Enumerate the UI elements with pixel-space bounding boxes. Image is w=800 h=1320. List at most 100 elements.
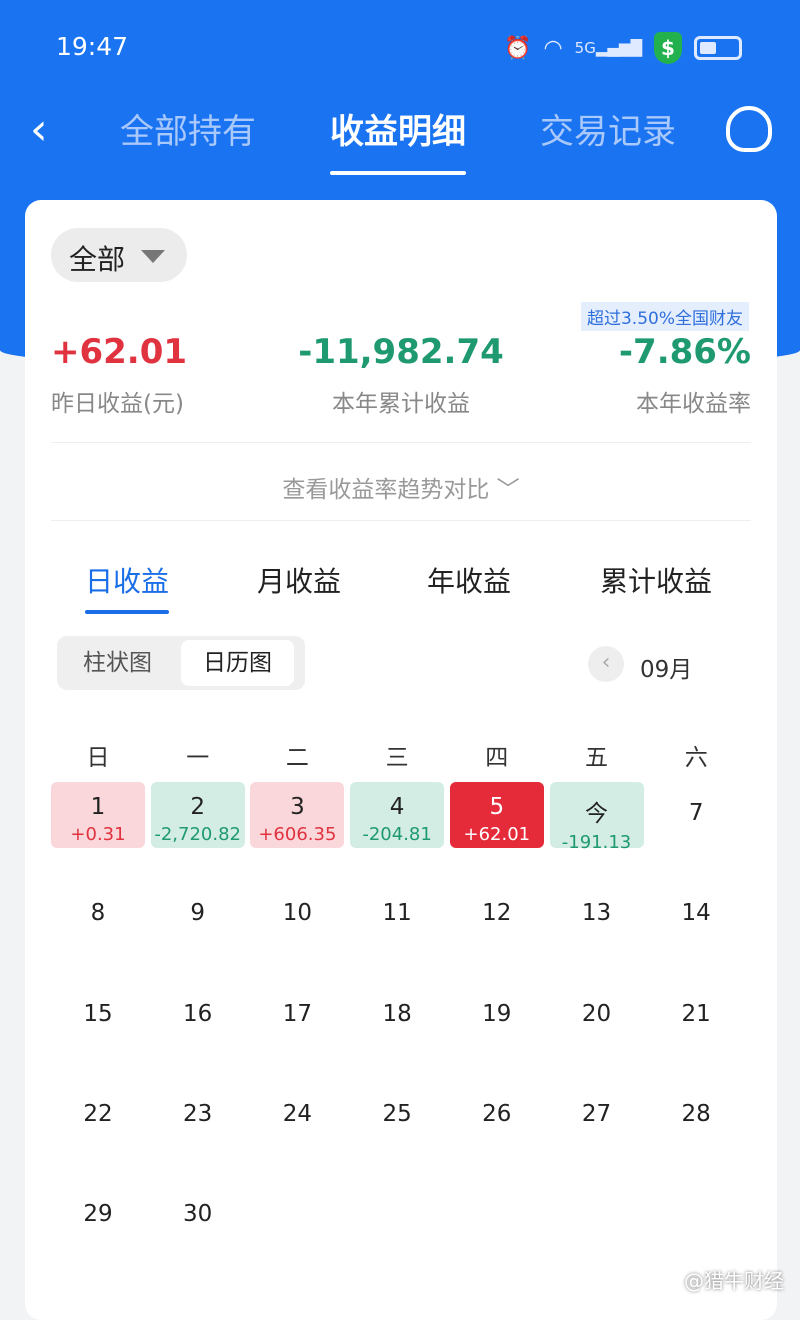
day-amount: +0.31 — [70, 824, 126, 845]
day-number: 14 — [681, 900, 711, 927]
day-number: 25 — [382, 1100, 412, 1127]
wifi-icon: ◠ — [543, 35, 563, 61]
day-number: 11 — [382, 900, 412, 927]
view-toggle: 柱状图 日历图 — [57, 636, 305, 690]
calendar-day[interactable]: 今 -191.13 — [549, 782, 644, 853]
calendar-day[interactable]: 12 — [450, 882, 544, 948]
stat-label: 昨日收益(元) — [51, 391, 184, 417]
stat-label: 本年累计收益 — [332, 391, 470, 417]
prev-month-button[interactable]: ‹ — [588, 646, 624, 682]
stat-ytd: -11,982.74 本年累计收益 — [25, 332, 777, 418]
calendar-day[interactable]: 21 — [649, 983, 743, 1049]
day-amount: -191.13 — [561, 832, 632, 853]
tab-yearly[interactable]: 年收益 — [427, 565, 512, 598]
trend-compare-link[interactable]: 查看收益率趋势对比 ﹀ — [25, 470, 777, 504]
calendar-day[interactable]: 13 — [550, 882, 644, 948]
tab-cumulative[interactable]: 累计收益 — [600, 565, 713, 598]
day-number: 8 — [90, 900, 106, 927]
stat-label: 本年收益率 — [636, 391, 751, 417]
day-number: 10 — [282, 900, 313, 927]
calendar-day[interactable]: 5 +62.01 — [449, 782, 544, 848]
calendar-day[interactable]: 9 — [151, 882, 245, 948]
calendar-day[interactable]: 19 — [450, 983, 544, 1049]
bar-chart-view-button[interactable]: 柱状图 — [83, 650, 152, 676]
day-number: 30 — [183, 1201, 213, 1228]
day-number: 24 — [282, 1100, 313, 1127]
day-amount: +606.35 — [258, 824, 337, 845]
day-number: 2 — [190, 794, 205, 820]
battery-icon — [694, 36, 742, 60]
day-number: 17 — [282, 1000, 313, 1027]
divider — [51, 520, 751, 521]
day-number: 9 — [190, 900, 205, 927]
weekday-header: 六 — [684, 745, 708, 771]
calendar-day[interactable]: 20 — [550, 983, 644, 1049]
month-label: 09月 — [640, 657, 693, 683]
calendar-day[interactable]: 18 — [350, 983, 444, 1049]
calendar-day[interactable]: 29 — [51, 1183, 145, 1249]
calendar-day[interactable]: 14 — [649, 882, 743, 948]
tab-monthly[interactable]: 月收益 — [257, 565, 342, 598]
weekday-header: 一 — [186, 745, 210, 771]
day-number: 23 — [183, 1100, 213, 1127]
calendar-day[interactable]: 2 -2,720.82 — [150, 782, 245, 848]
calendar-day[interactable]: 7 — [649, 782, 743, 848]
watermark: @猎牛财经 — [684, 1269, 784, 1293]
day-amount: -2,720.82 — [154, 824, 242, 845]
calendar-day[interactable]: 30 — [151, 1183, 245, 1249]
calendar-view-button[interactable]: 日历图 — [181, 640, 294, 686]
day-amount: +62.01 — [463, 824, 531, 845]
day-number: 28 — [681, 1100, 711, 1127]
day-number: 3 — [290, 794, 305, 820]
calendar-day[interactable]: 11 — [350, 882, 444, 948]
day-number: 今 — [585, 801, 608, 827]
day-number: 7 — [688, 800, 704, 826]
calendar-day[interactable]: 28 — [649, 1083, 743, 1149]
calendar-day[interactable]: 17 — [250, 983, 344, 1049]
calendar-day[interactable]: 23 — [151, 1083, 245, 1149]
calendar-day[interactable]: 16 — [151, 983, 245, 1049]
back-button[interactable]: ‹ — [30, 104, 48, 155]
day-number: 19 — [482, 1000, 512, 1027]
status-time: 19:47 — [56, 32, 129, 61]
signal-icon: 5G▂▄▆█ — [574, 39, 642, 57]
calendar-day[interactable]: 26 — [450, 1083, 544, 1149]
day-number: 21 — [681, 1000, 711, 1027]
day-number: 22 — [83, 1100, 113, 1127]
stat-ytd-rate: -7.86% 本年收益率 — [619, 332, 751, 418]
calendar-day[interactable]: 1 +0.31 — [51, 782, 145, 848]
filter-dropdown[interactable]: 全部 — [51, 228, 187, 282]
calendar-day[interactable]: 3 +606.35 — [250, 782, 345, 848]
calendar-day[interactable]: 8 — [51, 882, 145, 948]
day-number: 4 — [389, 794, 405, 820]
calendar-day[interactable]: 24 — [250, 1083, 344, 1149]
calendar-day[interactable]: 10 — [250, 882, 344, 948]
stat-value: -11,982.74 — [298, 332, 504, 372]
calendar-day[interactable]: 4 -204.81 — [350, 782, 445, 848]
calendar-day[interactable]: 25 — [350, 1083, 444, 1149]
tab-all-holdings[interactable]: 全部持有 — [120, 112, 256, 152]
day-number: 15 — [83, 1000, 113, 1027]
customer-service-icon[interactable] — [726, 106, 772, 152]
day-amount: -204.81 — [362, 824, 432, 845]
filter-label: 全部 — [69, 243, 126, 276]
tab-earnings-detail[interactable]: 收益明细 — [330, 104, 466, 175]
stat-yesterday: +62.01 昨日收益(元) — [51, 332, 187, 418]
stat-value: +62.01 — [51, 332, 188, 372]
calendar-day[interactable]: 22 — [51, 1083, 145, 1149]
calendar-day[interactable]: 15 — [51, 983, 145, 1049]
day-number: 16 — [183, 1000, 213, 1027]
day-number: 29 — [83, 1201, 113, 1228]
status-bar: 19:47 ⏰ ◠ 5G▂▄▆█ $ — [0, 0, 800, 90]
weekday-header: 四 — [485, 745, 509, 771]
tab-daily[interactable]: 日收益 — [85, 560, 170, 614]
top-nav: ‹ 全部持有 收益明细 交易记录 — [0, 96, 800, 186]
day-number: 12 — [482, 900, 512, 927]
day-number: 20 — [581, 1000, 612, 1027]
stat-value: -7.86% — [618, 332, 751, 372]
weekday-header: 五 — [585, 745, 608, 771]
caret-down-icon — [141, 250, 165, 263]
tab-transactions[interactable]: 交易记录 — [540, 112, 676, 152]
weekday-header: 二 — [285, 745, 309, 771]
calendar-day[interactable]: 27 — [550, 1083, 644, 1149]
